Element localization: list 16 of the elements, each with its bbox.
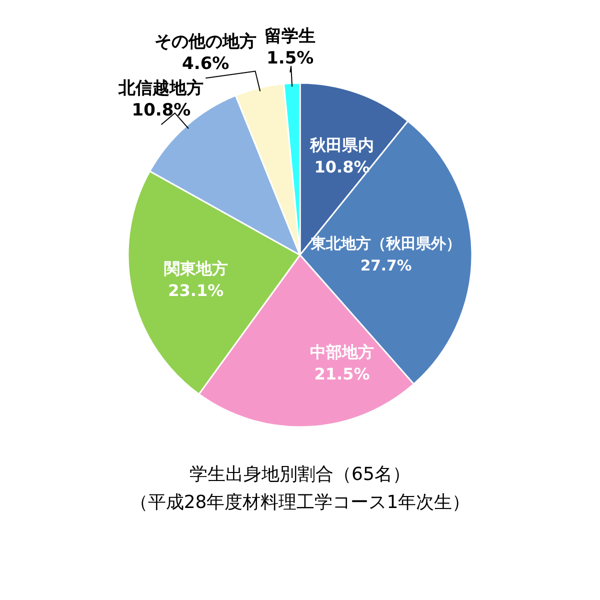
text: 学生出身地別割合（65名） xyxy=(190,464,410,485)
slice-label: 北信越地方 xyxy=(118,78,204,99)
data-label: 23.1% xyxy=(168,280,224,300)
data-label: 27.7% xyxy=(360,258,412,275)
data-label: 10.8% xyxy=(132,100,191,121)
slice-label: 留学生 xyxy=(264,26,316,46)
data-label: 10.8% xyxy=(314,157,370,176)
data-label: 21.5% xyxy=(314,364,370,384)
slice-label: 秋田県内 xyxy=(309,135,374,154)
data-label: 4.6% xyxy=(182,54,230,74)
slice-label: 中部地方 xyxy=(310,342,374,362)
slice-label: その他の地方 xyxy=(154,32,257,52)
data-label: 1.5% xyxy=(266,48,314,68)
text: （平成28年度材料理工学コース1年次生） xyxy=(130,492,470,513)
slice-label: 関東地方 xyxy=(164,258,228,278)
slice-label: 東北地方（秋田県外） xyxy=(310,234,461,253)
